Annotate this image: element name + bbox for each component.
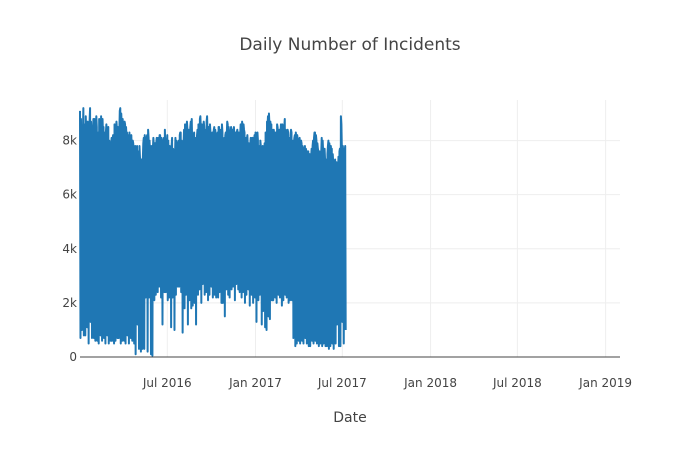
series-layer [79, 107, 347, 357]
chart-title: Daily Number of Incidents [239, 35, 460, 55]
x-tick-label: Jan 2017 [228, 376, 282, 390]
x-tick-label: Jul 2016 [142, 376, 192, 390]
y-tick-label: 8k [62, 134, 77, 148]
x-tick-label: Jan 2019 [578, 376, 632, 390]
x-axis-title: Date [333, 410, 366, 426]
series-line [79, 107, 347, 357]
x-tick-label: Jan 2018 [403, 376, 457, 390]
y-tick-labels: 0 2k 4k 6k 8k [62, 134, 77, 364]
y-tick-label: 6k [62, 188, 77, 202]
x-tick-labels: Jul 2016 Jan 2017 Jul 2017 Jan 2018 Jul 2018… [142, 376, 632, 390]
y-tick-label: 2k [62, 296, 77, 310]
x-tick-label: Jul 2017 [317, 376, 367, 390]
x-tick-label: Jul 2018 [492, 376, 542, 390]
y-tick-label: 0 [69, 350, 77, 364]
y-tick-label: 4k [62, 242, 77, 256]
